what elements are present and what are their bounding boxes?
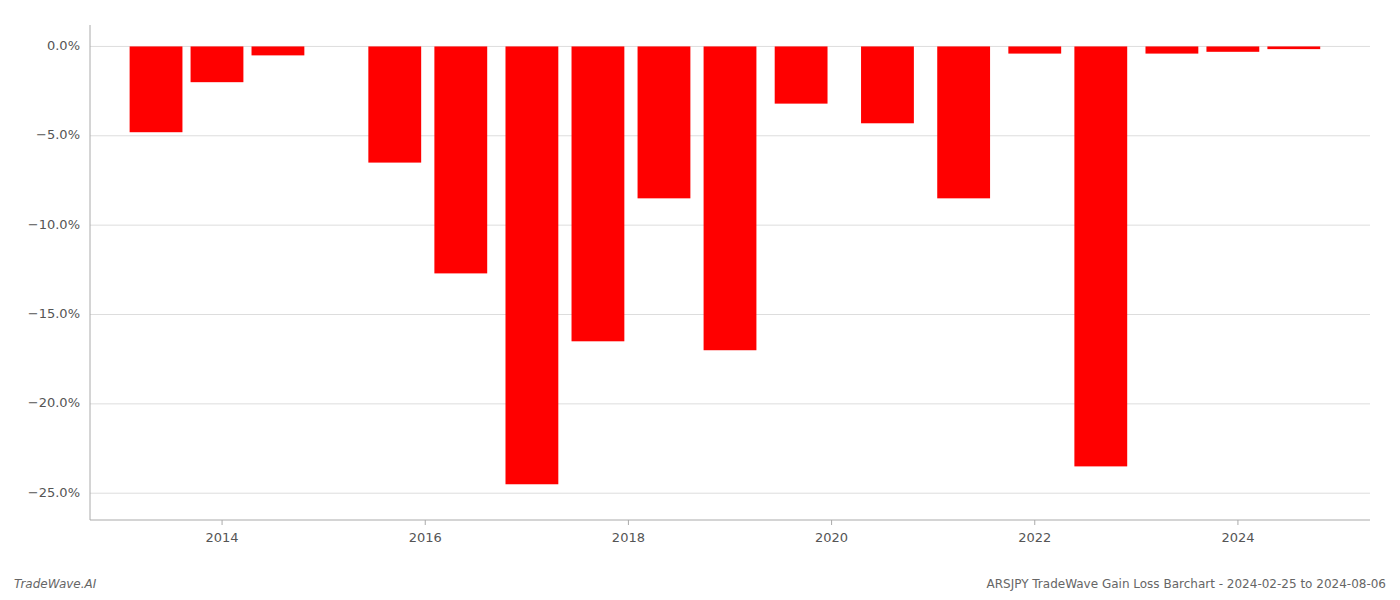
bar bbox=[1206, 46, 1259, 51]
y-axis-line bbox=[90, 25, 91, 520]
bar bbox=[191, 46, 244, 82]
grid-line bbox=[90, 493, 1370, 494]
grid-line bbox=[90, 403, 1370, 404]
bar bbox=[775, 46, 828, 103]
bar bbox=[434, 46, 487, 273]
footer: TradeWave.AI ARSJPY TradeWave Gain Loss B… bbox=[14, 577, 1386, 591]
bar bbox=[1074, 46, 1127, 466]
x-tick bbox=[831, 520, 832, 525]
bar bbox=[638, 46, 691, 198]
y-axis: 0.0% −5.0% −10.0% −15.0% −20.0% −25.0% bbox=[28, 25, 90, 520]
x-tick bbox=[1034, 520, 1035, 525]
grid bbox=[90, 46, 1370, 493]
bar bbox=[861, 46, 914, 123]
x-tick bbox=[222, 520, 223, 525]
bar bbox=[1008, 46, 1061, 53]
y-tick-label: −20.0% bbox=[28, 395, 80, 410]
bar bbox=[505, 46, 558, 484]
y-tick-label: −5.0% bbox=[36, 127, 80, 142]
x-tick bbox=[1237, 520, 1238, 525]
x-tick-label: 2020 bbox=[815, 530, 848, 545]
x-tick-label: 2022 bbox=[1018, 530, 1051, 545]
x-axis: 2014 2016 2018 2020 2022 2024 bbox=[90, 520, 1370, 545]
x-tick bbox=[425, 520, 426, 525]
bar bbox=[572, 46, 625, 341]
x-tick-label: 2014 bbox=[206, 530, 239, 545]
y-tick-label: −25.0% bbox=[28, 485, 80, 500]
y-tick-label: −10.0% bbox=[28, 217, 80, 232]
x-axis-line bbox=[90, 520, 1370, 521]
chart-svg: 0.0%−5.0%−10.0%−15.0%−20.0%−25.0%2014201… bbox=[0, 0, 1400, 600]
x-tick-label: 2016 bbox=[409, 530, 442, 545]
chart-container: 0.0%−5.0%−10.0%−15.0%−20.0%−25.0%2014201… bbox=[0, 0, 1400, 600]
y-tick-label: −15.0% bbox=[28, 306, 80, 321]
x-tick-label: 2024 bbox=[1221, 530, 1254, 545]
x-tick-label: 2018 bbox=[612, 530, 645, 545]
footer-right: ARSJPY TradeWave Gain Loss Barchart - 20… bbox=[986, 577, 1386, 591]
x-tick bbox=[628, 520, 629, 525]
bar bbox=[368, 46, 421, 162]
bar bbox=[252, 46, 305, 55]
bar bbox=[937, 46, 990, 198]
y-tick-label: 0.0% bbox=[47, 38, 80, 53]
bar bbox=[1267, 46, 1320, 49]
bars bbox=[130, 46, 1321, 484]
bar bbox=[704, 46, 757, 350]
bar bbox=[1145, 46, 1198, 53]
bar bbox=[130, 46, 183, 132]
footer-left: TradeWave.AI bbox=[14, 577, 97, 591]
